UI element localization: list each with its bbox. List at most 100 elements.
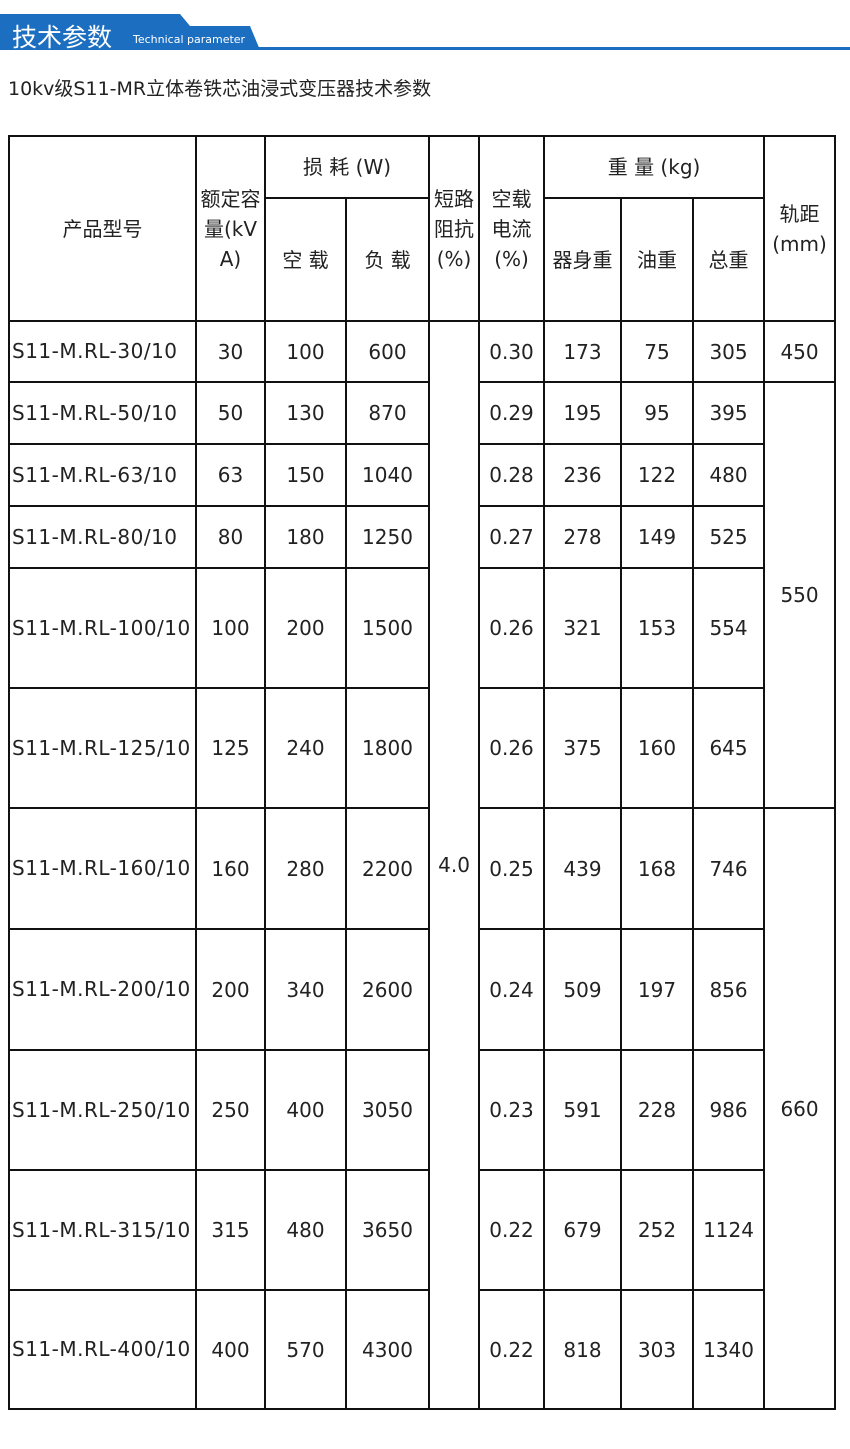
cell: 986 (692, 1049, 766, 1171)
cell: 870 (344, 381, 431, 445)
row: S11-M.RL-250/10 250 400 3050 0.23 591 228 986 (8, 1049, 835, 1171)
heading: 10kv级S11-MR立体卷铁芯油浸式变压器技术参数 (8, 78, 432, 100)
row: 产品型号 额定容量(kVA) 损 耗 (W) 短路阻抗(%) 空载电流(%) 重 量 (k… (8, 135, 837, 322)
cell: 679 (543, 1169, 623, 1291)
cell: 95 (620, 381, 695, 445)
cell: 0.24 (478, 928, 546, 1051)
cell: S11-M.RL-50/10 (8, 381, 197, 445)
cell: 303 (620, 1289, 695, 1410)
cell: 153 (620, 567, 695, 689)
cell: 0.23 (478, 1049, 546, 1171)
cell: 400 (195, 1289, 266, 1410)
cell: 240 (264, 687, 347, 809)
cell: 856 (692, 928, 766, 1051)
cell: S11-M.RL-400/10 (8, 1289, 197, 1410)
cell: 130 (264, 381, 347, 445)
cell: 0.22 (478, 1289, 546, 1410)
cell: 63 (195, 443, 266, 507)
cell: 439 (543, 807, 623, 930)
cell: 180 (264, 505, 347, 569)
cell: 油重 (620, 197, 695, 322)
cell: 器身重 (543, 197, 623, 322)
cell: 轨距(mm) (763, 135, 837, 322)
cell: 3050 (344, 1049, 431, 1171)
cell: 0.26 (478, 687, 546, 809)
cell: 480 (692, 443, 766, 507)
cell: 1800 (344, 687, 431, 809)
row: S11-M.RL-100/10 100 200 1500 0.26 321 153 554 (8, 567, 835, 689)
cell: 315 (195, 1169, 266, 1291)
row: S11-M.RL-30/10 30 100 600 4.0 0.30 173 75 305 450 (8, 320, 837, 1410)
cell: 125 (195, 687, 266, 809)
cell: 818 (543, 1289, 623, 1410)
cell: 173 (543, 320, 623, 383)
cell: 0.25 (478, 807, 546, 930)
cell: 195 (543, 381, 623, 445)
cell: 0.26 (478, 567, 546, 689)
cell: S11-M.RL-250/10 (8, 1049, 197, 1171)
cell: 短路阻抗(%) (428, 135, 481, 322)
cell: 0.27 (478, 505, 546, 569)
cell: 4.0 (428, 320, 481, 1410)
cell: 2600 (344, 928, 431, 1051)
cell: 0.29 (478, 381, 546, 445)
cell: S11-M.RL-315/10 (8, 1169, 197, 1291)
row: S11-M.RL-63/10 63 150 1040 0.28 236 122 480 (8, 443, 835, 507)
cell: 450 (763, 320, 837, 383)
cell: 660 (763, 807, 837, 1410)
cell: S11-M.RL-125/10 (8, 687, 197, 809)
subtitle: Technical parameter (133, 33, 246, 46)
cell: 280 (264, 807, 347, 930)
cell: 250 (195, 1049, 266, 1171)
cell: 160 (620, 687, 695, 809)
cell: 2200 (344, 807, 431, 930)
cell: 1250 (344, 505, 431, 569)
cell: 200 (195, 928, 266, 1051)
cell: 400 (264, 1049, 347, 1171)
cell: 100 (264, 320, 347, 383)
row: S11-M.RL-125/10 125 240 1800 0.26 375 160 645 (8, 687, 835, 809)
cell: 570 (264, 1289, 347, 1410)
cell: 空 载 (264, 197, 347, 322)
cell: 总重 (692, 197, 766, 322)
cell: 30 (195, 320, 266, 383)
cell: 1040 (344, 443, 431, 507)
cell: S11-M.RL-63/10 (8, 443, 197, 507)
row: S11-M.RL-50/10 50 130 870 0.29 195 95 395 550 (8, 381, 837, 809)
cell: 122 (620, 443, 695, 507)
cell: S11-M.RL-200/10 (8, 928, 197, 1051)
row: 空 载负 载 器身重 油重 总重 (9, 197, 835, 322)
cell: 340 (264, 928, 347, 1051)
title: 技术参数 (12, 23, 113, 52)
row: S11-M.RL-400/10 400 570 4300 0.22 818 303 1340 (8, 1289, 835, 1410)
cell: S11-M.RL-80/10 (8, 505, 197, 569)
cell: 负 载 (344, 197, 431, 322)
cell: 200 (264, 567, 347, 689)
cell: 100 (195, 567, 266, 689)
cell: 305 (692, 320, 766, 383)
cell: 损 耗 (W) (263, 135, 431, 199)
cell: 375 (543, 687, 623, 809)
cell: 额定容量(kVA) (195, 135, 266, 322)
cell: 50 (195, 381, 266, 445)
cell: 525 (692, 505, 766, 569)
cell: S11-M.RL-100/10 (8, 567, 197, 689)
cell: 509 (543, 928, 623, 1051)
cell: 550 (763, 381, 837, 809)
cell: 321 (543, 567, 623, 689)
banner-line (0, 47, 850, 50)
cell: 3650 (344, 1169, 431, 1291)
cell: 395 (692, 381, 766, 445)
cell: 75 (620, 320, 695, 383)
cell: 591 (543, 1049, 623, 1171)
row: S11-M.RL-160/10 160 280 2200 0.25 439 168 746 66… (8, 807, 837, 1410)
cell: S11-M.RL-30/10 (8, 320, 197, 383)
spec-table: 产品型号 额定容量(kVA) 损 耗 (W) 短路阻抗(%) 空载电流(%) 重 量 (k… (8, 135, 837, 1410)
cell: 168 (620, 807, 695, 930)
cell: 80 (195, 505, 266, 569)
cell: 278 (543, 505, 623, 569)
cell: 重 量 (kg) (543, 135, 766, 199)
cell: 236 (543, 443, 623, 507)
cell: 0.28 (478, 443, 546, 507)
